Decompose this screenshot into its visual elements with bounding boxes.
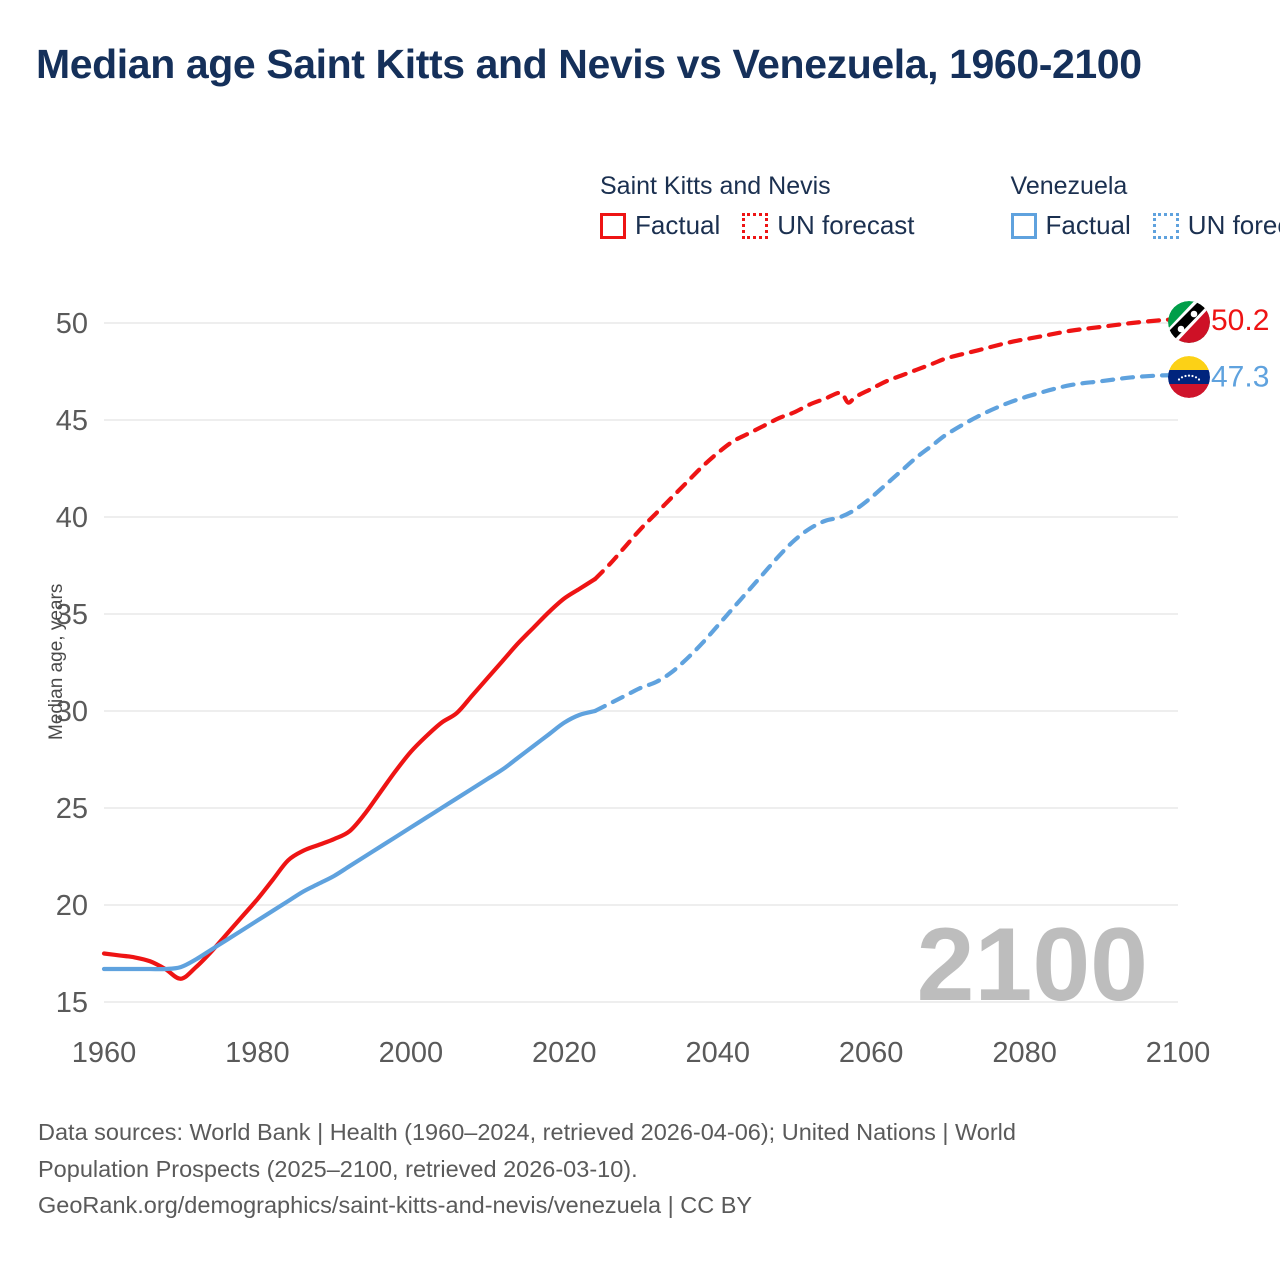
series-line-venezuela-forecast (592, 373, 1181, 714)
footer-line-1: Data sources: World Bank | Health (1960–… (38, 1119, 1016, 1145)
legend-item-ven-factual[interactable]: Factual (1010, 210, 1131, 241)
footer-line-3[interactable]: GeoRank.org/demographics/saint-kitts-and… (38, 1192, 753, 1219)
y-axis-tick: 35 (56, 599, 88, 631)
y-axis-tick: 20 (56, 890, 88, 922)
legend-swatch-solid-blue-icon (1010, 212, 1037, 239)
chart-footer: Data sources: World Bank | Health (1960–… (38, 1114, 1238, 1224)
chart-legend: Saint Kitts and Nevis Factual UN forecas… (600, 172, 1280, 241)
saint-kitts-and-nevis-flag-icon (1168, 301, 1210, 343)
legend-label: Factual (1045, 210, 1131, 240)
x-axis-tick: 1980 (225, 1037, 290, 1069)
x-axis-tick: 2080 (992, 1037, 1057, 1069)
end-value-labels-group: 50.2 47.3 (1211, 304, 1269, 393)
legend-group-saint-kitts-and-nevis: Saint Kitts and Nevis Factual UN forecas… (600, 172, 915, 241)
series-line-saint-kitts-and-nevis-forecast (592, 317, 1181, 582)
x-axis-tick: 2100 (1146, 1037, 1211, 1069)
x-axis-tick: 2000 (379, 1037, 444, 1069)
y-axis-tick: 30 (56, 696, 88, 728)
legend-label: Factual (635, 210, 721, 240)
end-value-label: 47.3 (1211, 360, 1269, 393)
gridlines-group (104, 322, 1178, 1003)
legend-group-title: Venezuela (1010, 172, 1128, 200)
series-line-venezuela-factual (101, 708, 598, 972)
legend-label: UN forecast (777, 210, 915, 240)
page-title: Median age Saint Kitts and Nevis vs Vene… (36, 41, 1142, 87)
x-axis-tick-labels: 1960 1980 2000 2020 2040 2060 2080 2100 (72, 1037, 1211, 1069)
legend-item-ven-forecast[interactable]: UN forecast (1152, 210, 1280, 241)
year-watermark: 2100 (917, 907, 1148, 1023)
y-axis-tick: 45 (56, 405, 88, 437)
y-axis-tick: 15 (56, 987, 88, 1019)
x-axis-tick: 2020 (532, 1037, 597, 1069)
y-axis-title: Median age, years (46, 584, 67, 740)
x-axis-tick: 2040 (685, 1037, 750, 1069)
legend-group-title: Saint Kitts and Nevis (600, 172, 831, 200)
legend-item-skn-factual[interactable]: Factual (600, 210, 720, 241)
venezuela-flag-icon (1168, 356, 1210, 398)
footer-line-2: Population Prospects (2025–2100, retriev… (38, 1155, 638, 1182)
legend-group-venezuela: Venezuela Factual UN forecast (1010, 172, 1280, 241)
series-lines-group (101, 317, 1181, 981)
x-axis-tick: 2060 (839, 1037, 904, 1069)
y-axis-tick: 50 (56, 308, 88, 340)
series-line-saint-kitts-and-nevis-factual (101, 576, 598, 981)
y-axis-tick: 25 (56, 793, 88, 825)
y-axis-tick-labels: 15 20 25 30 35 40 45 50 (56, 308, 88, 1019)
legend-swatch-solid-red-icon (600, 212, 626, 239)
y-axis-tick: 40 (56, 502, 88, 534)
legend-swatch-dotted-blue-icon (1152, 212, 1179, 239)
legend-item-skn-forecast[interactable]: UN forecast (742, 210, 915, 241)
legend-swatch-dotted-red-icon (742, 212, 769, 239)
legend-label: UN forecast (1187, 210, 1280, 240)
x-axis-tick: 1960 (72, 1037, 137, 1069)
end-value-label: 50.2 (1211, 304, 1269, 337)
